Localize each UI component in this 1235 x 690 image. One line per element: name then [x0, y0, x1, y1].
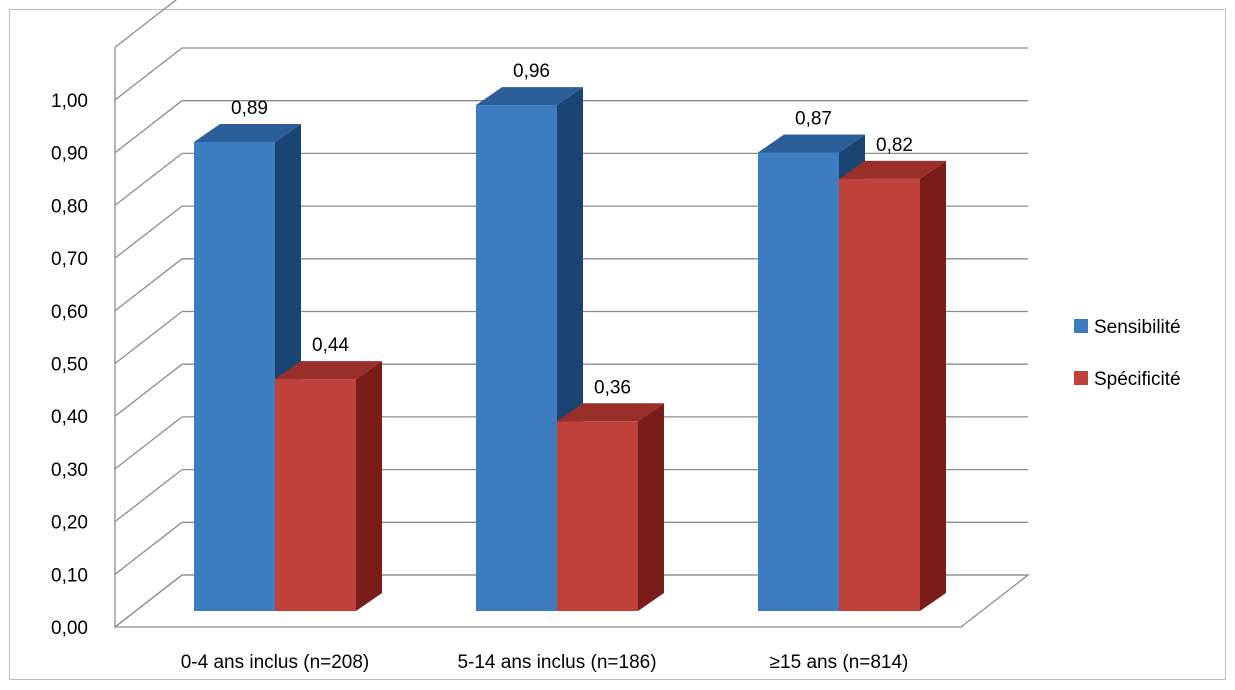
x-tick-label: 5-14 ans inclus (n=186): [457, 652, 656, 673]
y-tick-label: 0,00: [51, 618, 88, 639]
legend-swatch: [1074, 319, 1088, 333]
legend-label: Spécificité: [1094, 369, 1181, 390]
x-tick-label: ≥15 ans (n=814): [770, 652, 909, 673]
x-axis-labels: 0-4 ans inclus (n=208) 5-14 ans inclus (n…: [181, 652, 909, 673]
data-labels: 0,89 0,44 0,96 0,36 0,87 0,82: [231, 61, 913, 398]
data-label: 0,44: [312, 335, 349, 356]
axes: [113, 47, 1030, 628]
y-tick-label: 0,30: [51, 460, 88, 481]
data-label: 0,96: [513, 61, 550, 82]
y-tick-label: 0,70: [51, 249, 88, 270]
legend-item: Spécificité: [1074, 369, 1181, 390]
bar: [839, 160, 946, 612]
y-tick-label: 0,50: [51, 355, 88, 376]
y-tick-label: 0,40: [51, 407, 88, 428]
floor: [113, 574, 1030, 628]
y-tick-label: 0,10: [51, 565, 88, 586]
data-label: 0,36: [594, 377, 631, 398]
y-tick-label: 0,20: [51, 513, 88, 534]
legend-label: Sensibilité: [1094, 317, 1181, 338]
legend: Sensibilité Spécificité: [1074, 317, 1181, 390]
gridline: [114, 0, 178, 48]
y-tick-label: 1,00: [51, 91, 88, 112]
y-tick-label: 0,90: [51, 144, 88, 165]
data-label: 0,89: [231, 98, 268, 119]
data-label: 0,82: [876, 135, 913, 156]
legend-swatch: [1074, 371, 1088, 385]
bar: [557, 403, 664, 611]
gridline: [114, 47, 1028, 101]
x-tick-label: 0-4 ans inclus (n=208): [181, 652, 370, 673]
y-tick-label: 0,60: [51, 302, 88, 323]
legend-item: Sensibilité: [1074, 317, 1181, 338]
bar: [275, 361, 382, 611]
bars: [194, 87, 946, 612]
y-tick-label: 0,80: [51, 196, 88, 217]
y-axis-ticks: 0,00 0,10 0,20 0,30 0,40 0,50 0,60 0,70 0,80 0,90…: [51, 91, 88, 639]
data-label: 0,87: [795, 109, 832, 130]
gridline: [114, 152, 1028, 206]
gridline: [114, 100, 1028, 154]
